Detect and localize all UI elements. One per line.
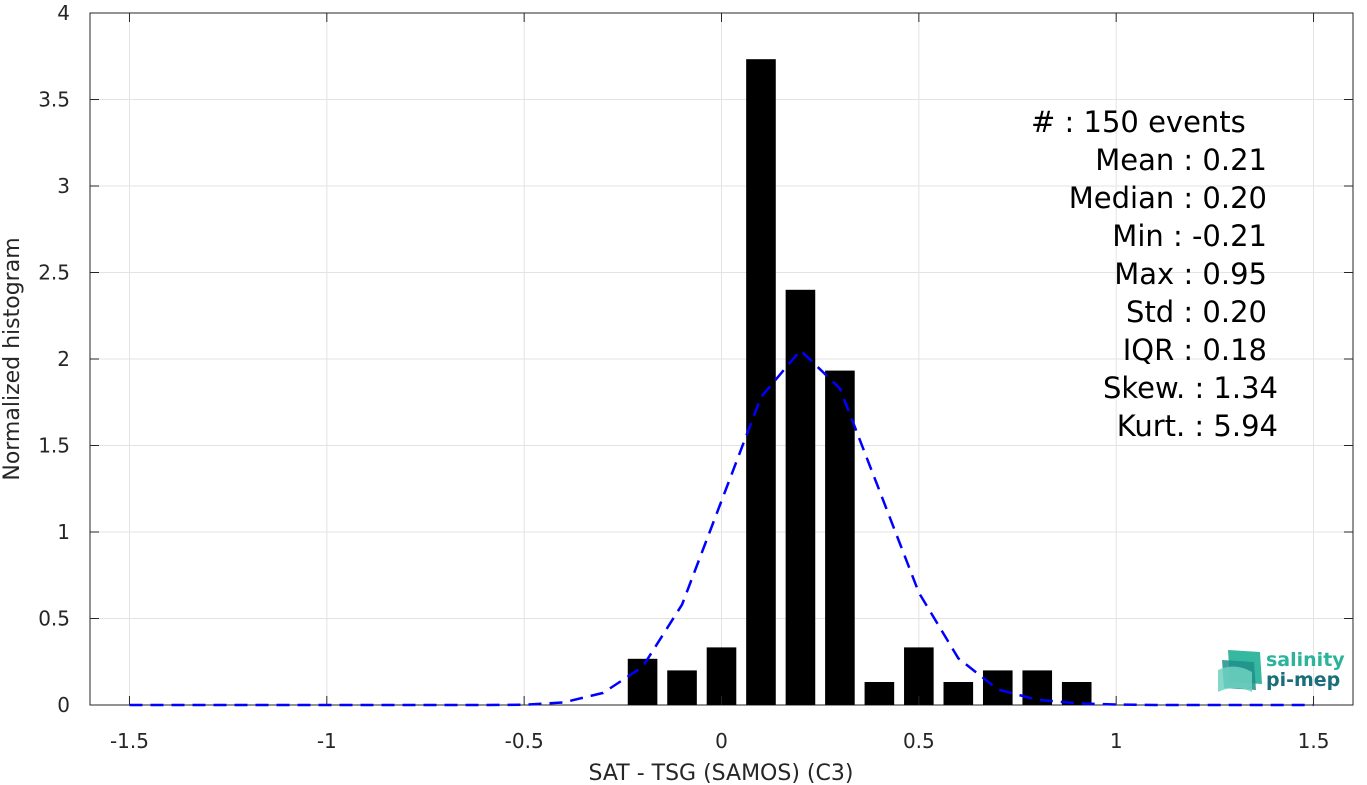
stat-line: Min : -0.21 [1112,219,1267,253]
logo-wave-icon-front [1218,666,1252,692]
stat-line: Skew. : 1.34 [1103,371,1278,405]
histogram-bar [746,59,776,706]
histogram-bar [982,670,1013,705]
stat-line: Median : 0.20 [1069,181,1267,215]
y-tick-label: 2.5 [38,261,70,285]
stat-line: Mean : 0.21 [1095,143,1267,177]
y-tick-label: 3 [57,174,70,198]
logo-line1: salinity [1266,649,1345,671]
histogram-bar [904,647,934,705]
x-tick-label: 0 [715,729,728,753]
histogram-bar [864,681,895,705]
y-tick-labels: 0 0.5 1 1.5 2 2.5 3 3.5 4 [38,1,70,717]
y-axis-label: Normalized histogram [0,237,25,480]
x-tick-labels: -1.5 -1 -0.5 0 0.5 1 1.5 [110,729,1329,753]
histogram-bar [627,658,658,705]
histogram-bar [825,370,855,705]
histogram-bar [1022,670,1053,705]
x-tick-label: 1.5 [1298,729,1330,753]
stat-line: IQR : 0.18 [1123,333,1267,367]
stat-line: Std : 0.20 [1126,295,1267,329]
histogram-bar [706,647,737,705]
x-tick-label: -1 [317,729,337,753]
stat-line: Max : 0.95 [1114,257,1267,291]
y-tick-label: 3.5 [38,88,70,112]
logo-line2: pi-mep [1266,669,1340,691]
y-tick-label: 0 [57,693,70,717]
statistics-box: # : 150 events Mean : 0.21 Median : 0.20 Mi… [1031,105,1278,443]
x-tick-label: -1.5 [110,729,149,753]
histogram-bar [785,289,816,705]
y-tick-label: 0.5 [38,607,70,631]
histogram-bar [1061,681,1092,705]
y-tick-label: 1.5 [38,434,70,458]
y-tick-label: 4 [57,1,70,25]
stat-line: # : 150 events [1031,105,1246,139]
x-tick-label: 0.5 [903,729,935,753]
histogram-bar [943,681,974,705]
x-axis-label: SAT - TSG (SAMOS) (C3) [589,761,854,785]
x-tick-label: -0.5 [505,729,544,753]
axis-ticks [90,12,1353,706]
salinity-pi-mep-logo: salinity pi-mep [1218,649,1345,692]
stat-line: Kurt. : 5.94 [1117,409,1278,443]
y-tick-label: 2 [57,347,70,371]
histogram-bars [627,59,1092,706]
histogram-bar [667,670,697,705]
y-tick-label: 1 [57,520,70,544]
x-tick-label: 1 [1110,729,1123,753]
